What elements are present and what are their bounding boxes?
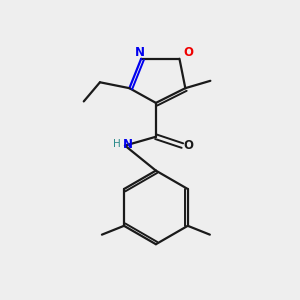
Text: H: H <box>113 139 121 149</box>
Text: O: O <box>184 46 194 59</box>
Text: N: N <box>123 138 133 151</box>
Text: O: O <box>184 139 194 152</box>
Text: N: N <box>135 46 145 59</box>
